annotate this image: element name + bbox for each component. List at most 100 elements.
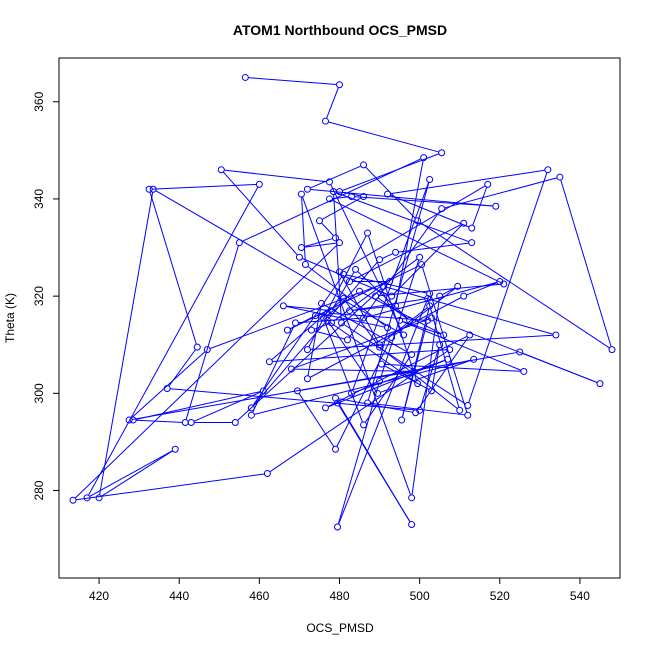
data-point [329, 188, 337, 196]
series-segment [74, 244, 338, 499]
data-point [265, 358, 273, 366]
series-segment [343, 324, 466, 405]
data-point [163, 384, 171, 392]
data-point [352, 265, 360, 273]
data-point [319, 314, 327, 322]
data-point [516, 348, 524, 356]
x-axis-label: OCS_PMSD [306, 621, 374, 635]
series-segment [390, 169, 545, 195]
series-segment [248, 77, 337, 85]
data-point [323, 309, 331, 317]
data-point [376, 341, 384, 349]
data-point [428, 387, 436, 395]
series-segment [294, 368, 411, 372]
series-segment [468, 172, 548, 403]
series-segment [336, 192, 469, 243]
series-segment [340, 274, 379, 343]
series-segment [338, 405, 411, 523]
series-segment [420, 347, 440, 408]
data-point [470, 355, 478, 363]
data-point [492, 202, 500, 210]
series-segment [99, 192, 154, 495]
series-segment [242, 158, 421, 242]
series-segment [377, 297, 408, 319]
data-point [398, 416, 406, 424]
data-point [392, 248, 400, 256]
series-segment [294, 318, 429, 369]
series-segment [223, 171, 298, 256]
data-point [556, 173, 564, 181]
data-point [424, 316, 432, 324]
data-point [386, 278, 394, 286]
x-tick-label: 520 [490, 589, 510, 603]
series-segment [393, 225, 462, 295]
data-point [297, 244, 305, 252]
y-tick-label: 360 [32, 91, 46, 111]
data-point [400, 331, 408, 339]
data-point [392, 302, 400, 310]
data-point [303, 185, 311, 193]
data-point [338, 319, 346, 327]
series-segment [338, 296, 429, 525]
data-point [364, 399, 372, 407]
data-point [426, 290, 434, 298]
series-segment [307, 266, 386, 327]
data-point [414, 380, 422, 388]
series-group [69, 73, 616, 531]
series-segment [89, 450, 173, 497]
data-point [311, 312, 319, 320]
series-segment [324, 304, 410, 354]
data-point [69, 496, 77, 504]
data-point [436, 341, 444, 349]
data-point [125, 416, 133, 424]
series-segment [321, 222, 334, 236]
series-segment [326, 87, 339, 119]
series-segment [337, 384, 380, 525]
y-tick-label: 280 [32, 480, 46, 500]
series-segment [411, 299, 440, 495]
series-segment [332, 199, 502, 284]
data-point [293, 387, 301, 395]
data-point [287, 365, 295, 373]
series-segment [338, 398, 413, 413]
data-point [466, 331, 474, 339]
series-segment [332, 196, 349, 200]
series-segment [420, 222, 610, 349]
data-point [297, 190, 305, 198]
series-segment [333, 258, 418, 322]
y-tick-label: 320 [32, 286, 46, 306]
data-point [263, 470, 271, 478]
series-segment [395, 160, 424, 303]
series-segment [310, 165, 361, 189]
series-segment [298, 393, 335, 447]
data-point [438, 205, 446, 213]
series-segment [342, 185, 486, 271]
series-segment [431, 347, 440, 388]
data-point [307, 326, 315, 334]
x-tick-label: 420 [89, 589, 109, 603]
data-point [303, 375, 311, 383]
series-segment [88, 186, 259, 496]
data-point [315, 217, 323, 225]
data-point [484, 180, 492, 188]
series-segment [152, 183, 257, 190]
series-segment [253, 261, 378, 406]
series-segment [322, 197, 361, 220]
data-point [384, 190, 392, 198]
series-segment [378, 283, 501, 297]
y-axis: 280 300 320 340 360 [32, 91, 60, 501]
series-segment [330, 184, 403, 333]
data-point [500, 280, 508, 288]
data-point [406, 316, 414, 324]
series-segment [101, 450, 173, 497]
series-segment [380, 260, 420, 379]
series-segment [286, 305, 329, 311]
series-segment [560, 179, 612, 347]
data-point [321, 117, 329, 125]
data-point [217, 166, 225, 174]
x-tick-label: 500 [410, 589, 430, 603]
data-point [231, 418, 239, 426]
data-point [544, 166, 552, 174]
x-tick-label: 480 [329, 589, 349, 603]
